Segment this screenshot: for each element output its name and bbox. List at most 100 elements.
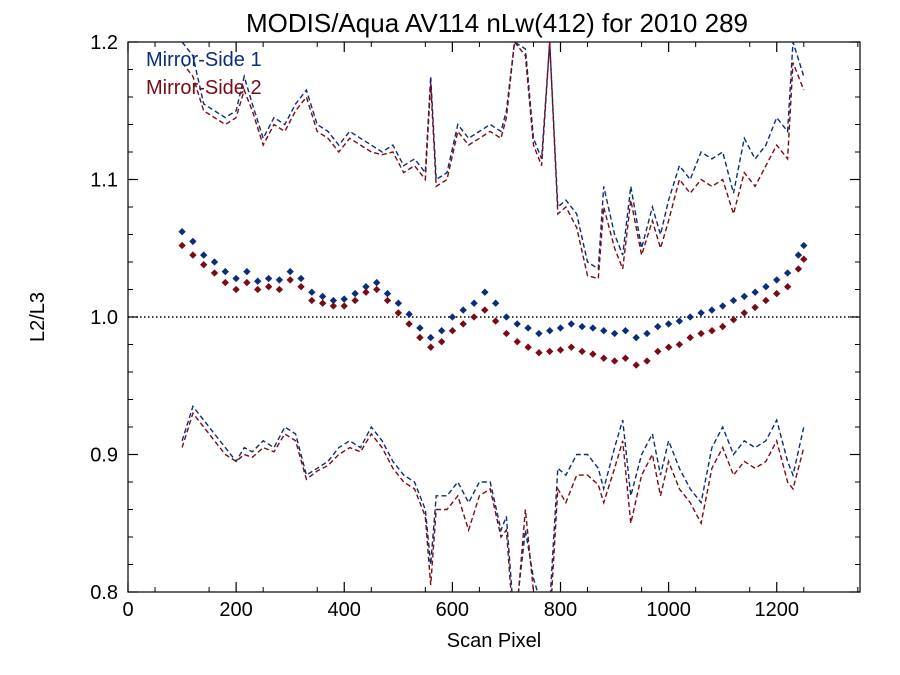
series-2-point xyxy=(470,313,478,321)
series-1-point xyxy=(740,292,748,301)
series-1-point xyxy=(535,329,543,338)
series-2-point xyxy=(437,338,446,346)
series-2-point xyxy=(178,241,186,250)
series-1-point xyxy=(340,295,348,303)
series-1-point xyxy=(675,317,684,325)
series-1-point xyxy=(762,283,770,291)
series-2-point xyxy=(800,255,808,263)
series-1-point xyxy=(800,241,808,250)
series-2-point xyxy=(362,288,370,296)
series-1-point xyxy=(254,277,262,285)
series-2-point xyxy=(481,306,489,314)
series-1-point xyxy=(567,320,575,328)
series-2-point xyxy=(621,354,630,362)
series-1-point xyxy=(729,296,738,305)
x-tick-label: 600 xyxy=(436,599,469,621)
x-axis-label: Scan Pixel xyxy=(447,630,542,652)
plot-area xyxy=(127,41,861,593)
series-1-point xyxy=(448,313,457,321)
series-2-point xyxy=(308,296,316,305)
series-1-point xyxy=(383,289,392,298)
series-1-point xyxy=(610,329,619,338)
legend-item-mirror-side-2: Mirror-Side 2 xyxy=(146,77,262,99)
series-2-point xyxy=(264,283,273,291)
series-2-point xyxy=(762,296,770,305)
series-2-lower-line xyxy=(181,411,805,592)
y-tick-label: 0.8 xyxy=(90,582,118,604)
series-1-point xyxy=(783,269,792,277)
series-2-point xyxy=(783,283,792,291)
series-1-point xyxy=(491,299,500,307)
y-tick-label: 1.1 xyxy=(90,170,118,192)
series-2-point xyxy=(254,285,262,294)
plot-frame xyxy=(127,41,861,593)
series-1-point xyxy=(221,267,229,276)
series-1-point xyxy=(686,313,694,321)
series-2-point xyxy=(719,322,727,331)
series-2-point xyxy=(405,320,413,328)
series-1-point xyxy=(459,306,467,314)
series-1-point xyxy=(362,283,370,291)
series-1-point xyxy=(394,299,403,307)
series-2-point xyxy=(373,285,381,294)
series-1-point xyxy=(708,306,716,314)
series-1-point xyxy=(794,251,803,259)
series-1-point xyxy=(632,333,640,342)
chart-title: MODIS/Aqua AV114 nLw(412) for 2010 289 xyxy=(246,8,748,38)
series-2-point xyxy=(513,338,521,346)
series-1-point xyxy=(578,322,586,331)
series-2-point xyxy=(686,333,694,342)
series-1-point xyxy=(600,327,608,335)
legend-item-mirror-side-1: Mirror-Side 1 xyxy=(146,49,262,71)
series-1-point xyxy=(427,333,435,342)
legend: Mirror-Side 1 Mirror-Side 2 xyxy=(146,49,262,99)
x-tick-label: 800 xyxy=(544,599,577,621)
x-tick-label: 1200 xyxy=(754,599,799,621)
series-1 xyxy=(178,42,808,592)
series-2-point xyxy=(643,357,651,365)
y-axis-label: L2/L3 xyxy=(27,292,49,342)
series-layer xyxy=(178,42,808,592)
series-1-point xyxy=(621,327,630,335)
series-1-point xyxy=(697,309,705,317)
series-1-point xyxy=(286,267,294,276)
series-2-point xyxy=(632,361,640,369)
series-1-point xyxy=(556,324,565,332)
series-2-point xyxy=(502,329,511,338)
axis-ticks: 0 200 400 600 800 1000 1200 0.8 0.9 1.0 1.1 1.2 xyxy=(90,32,860,621)
series-1-point xyxy=(664,320,673,328)
series-2-point xyxy=(708,327,716,335)
series-2-point xyxy=(394,309,402,317)
series-2-point xyxy=(556,346,565,354)
series-1-point xyxy=(308,288,316,296)
series-2-point xyxy=(459,320,467,328)
series-1-point xyxy=(329,296,338,305)
y-tick-label: 1.0 xyxy=(90,307,118,329)
series-2-upper-line xyxy=(181,42,805,280)
series-2-point xyxy=(524,343,532,351)
series-2-point xyxy=(654,347,662,356)
series-1-upper-line xyxy=(181,42,805,271)
series-2-point xyxy=(275,285,284,294)
series-2-point xyxy=(221,278,229,287)
series-1-point xyxy=(751,288,759,296)
series-2-point xyxy=(610,357,619,365)
x-tick-label: 200 xyxy=(219,599,252,621)
series-2-point xyxy=(794,265,803,273)
series-2-point xyxy=(200,261,208,269)
series-2-point xyxy=(664,343,673,351)
series-1-point xyxy=(275,276,284,284)
y-tick-label: 1.2 xyxy=(90,32,118,54)
series-1-point xyxy=(589,324,597,332)
series-1-point xyxy=(470,299,478,307)
series-2-point xyxy=(416,333,424,342)
series-1-point xyxy=(719,302,727,310)
series-1-point xyxy=(481,288,489,296)
series-2-point xyxy=(189,251,197,259)
series-1-point xyxy=(200,251,208,259)
series-2-point xyxy=(351,296,359,305)
series-2-point xyxy=(751,303,759,312)
series-2-point xyxy=(740,309,748,317)
series-1-point xyxy=(546,327,554,335)
